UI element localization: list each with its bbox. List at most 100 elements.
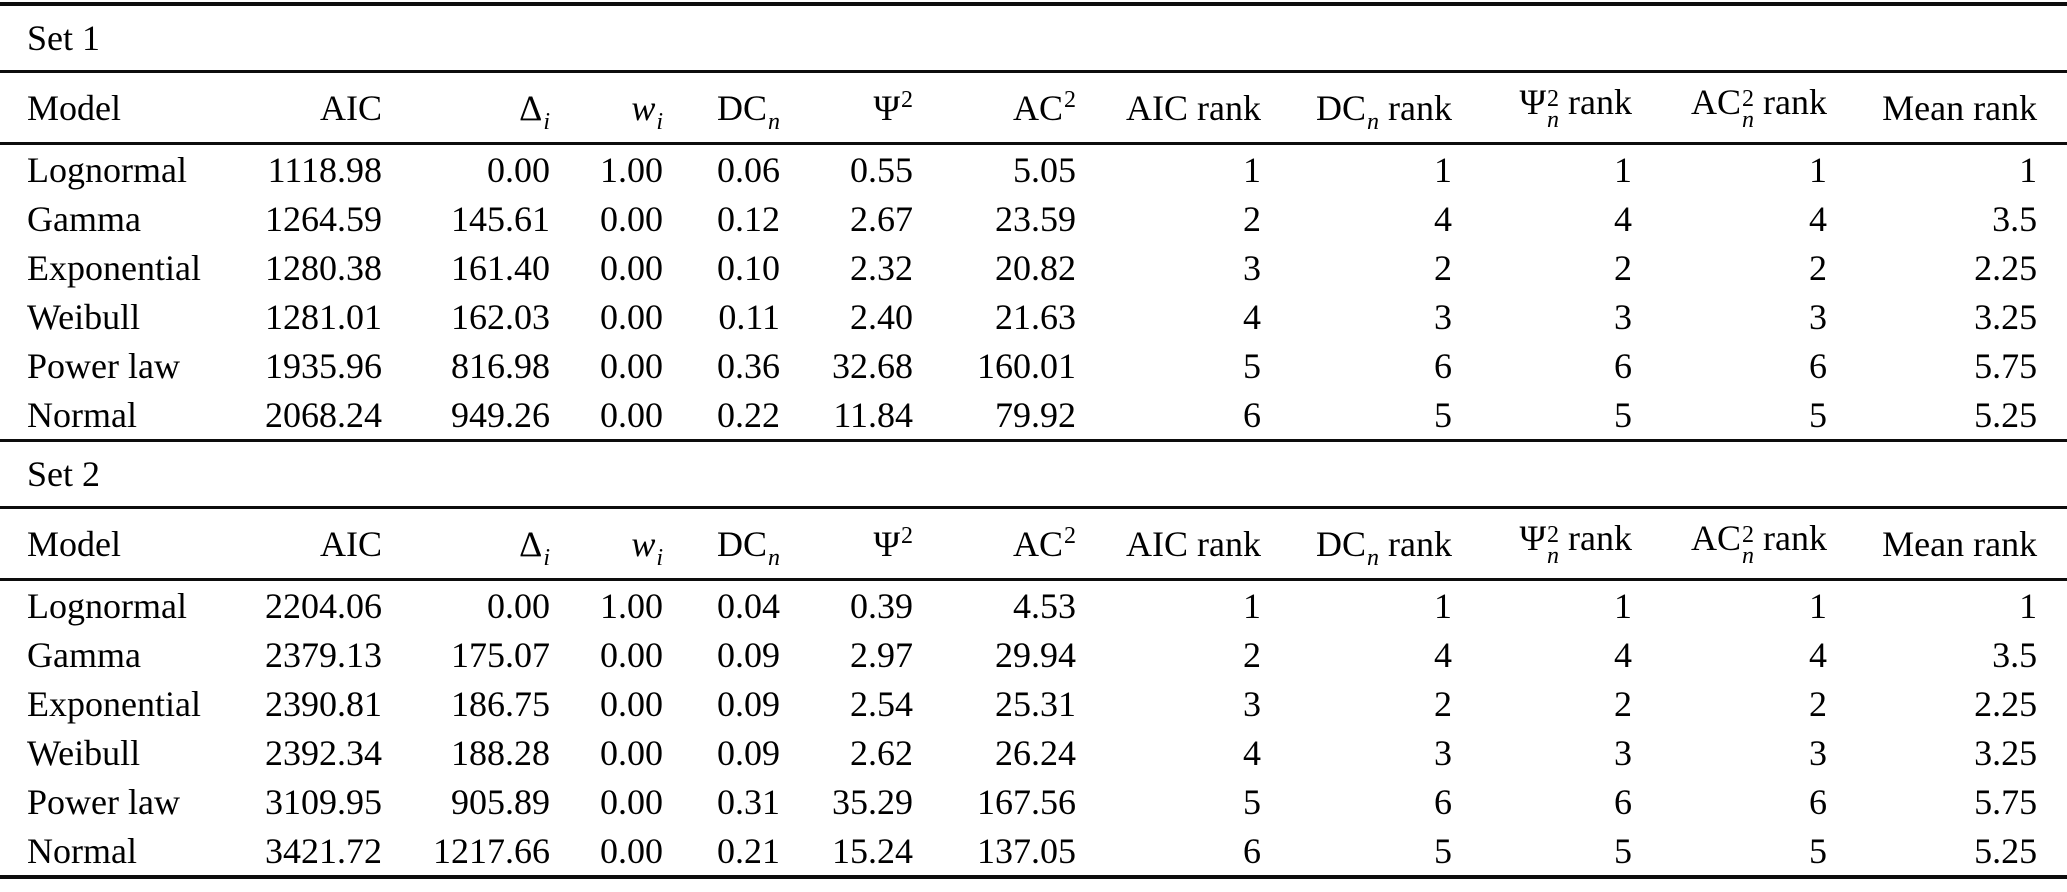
section-label: Set 1 [0,4,2067,73]
model-name-cell: Power law [27,781,180,822]
header-row: Model AIC Δi wi DCn Ψ2 AC2 AIC rank DCn rank Ψ 2 n … [0,71,2067,145]
value-cell-psi2: 2.54 [850,683,913,724]
value-cell-aic: 3109.95 [265,781,382,822]
header-symbol: Ψ [1519,82,1547,122]
value-cell-delta-i: 0.00 [487,585,550,626]
value-cell-w-i: 0.00 [600,296,663,337]
header-symbol: Δ [519,523,543,564]
value-cell-mean-rank: 5.25 [1827,390,2067,442]
value-cell-delta-i: 188.28 [451,732,550,773]
table-row: Lognormal 2204.06 0.00 1.00 0.04 0.39 4.53 1 1 1 1… [0,580,2067,631]
value-cell-aic-rank: 2 [1243,634,1261,675]
value-cell-mean-rank: 3.5 [1992,634,2038,675]
value-cell-w-i: 0.00 [600,830,663,871]
value-cell-psi2: 0.55 [850,149,913,190]
value-cell-dc-n-rank: 6 [1434,781,1452,822]
table-row: Power law 1935.96 816.98 0.00 0.36 32.68 160.0… [0,341,2067,390]
header-text: rank [1379,87,1452,128]
column-header-aic: AIC [230,507,382,581]
model-name-cell: Exponential [27,247,201,288]
value-cell-ac2: 160.01 [977,345,1076,386]
model-name-cell: Lognormal [27,149,187,190]
value-cell-aic: 1281.01 [265,296,382,337]
value-cell-dc-n-rank: 2 [1434,683,1452,724]
value-cell-dc-n-rank: 1 [1434,149,1452,190]
value-cell-dc-n-rank: 5 [1434,830,1452,871]
value-cell-psi2: 2.67 [850,198,913,239]
value-cell-dc-n: 0.22 [663,390,780,442]
value-cell-w-i: 0.00 [550,390,663,442]
value-cell-ac2-n-rank: 6 [1809,781,1827,822]
value-cell-delta-i: 175.07 [451,634,550,675]
column-header-delta-i: Δi [382,71,550,145]
header-symbol: w [631,523,656,564]
value-cell-aic: 1280.38 [265,247,382,288]
value-cell-delta-i: 162.03 [451,296,550,337]
header-superscript: 2 [901,522,913,549]
value-cell-w-i: 0.00 [600,732,663,773]
table-row: Exponential 1280.38 161.40 0.00 0.10 2.32 20.8… [0,243,2067,292]
value-cell-aic: 2390.81 [265,683,382,724]
value-cell-w-i: 0.00 [600,345,663,386]
value-cell-psi2-n-rank: 5 [1614,830,1632,871]
table-row: Weibull 2392.34 188.28 0.00 0.09 2.62 26.24 4 3 3… [0,728,2067,777]
value-cell-psi2-n-rank: 2 [1614,247,1632,288]
header-text: Model [27,87,121,128]
value-cell-mean-rank: 3.25 [1974,732,2038,773]
table-row: Weibull 1281.01 162.03 0.00 0.11 2.40 21.63 4 3 3… [0,292,2067,341]
value-cell-dc-n: 0.11 [718,296,780,337]
model-name-cell: Gamma [27,634,141,675]
header-superscript: 2 [1547,86,1560,112]
column-header-aic-rank: AIC rank [1076,507,1261,581]
value-cell-delta-i: 161.40 [451,247,550,288]
value-cell-delta-i: 1217.66 [433,830,550,871]
model-name-cell: Lognormal [27,585,187,626]
value-cell-w-i: 0.00 [600,247,663,288]
value-cell-delta-i: 186.75 [451,683,550,724]
value-cell-aic-rank: 4 [1243,732,1261,773]
value-cell-psi2: 0.39 [850,585,913,626]
value-cell-mean-rank: 5.75 [1974,345,2038,386]
header-symbol: DC [1316,523,1367,564]
header-symbol: Ψ [1519,518,1547,558]
model-name-cell: Weibull [27,296,141,337]
value-cell-ac2-n-rank: 6 [1809,345,1827,386]
column-header-mean-rank: Mean rank [1827,507,2067,581]
value-cell-dc-n-rank: 5 [1261,390,1452,442]
header-symbol: Ψ [873,523,900,564]
value-cell-ac2-n-rank: 4 [1809,198,1827,239]
header-row: Model AIC Δi wi DCn Ψ2 AC2 AIC rank DCn rank Ψ 2 n … [0,507,2067,581]
value-cell-dc-n: 0.09 [717,732,780,773]
value-cell-aic: 1118.98 [267,149,382,190]
header-subscript: n [768,544,780,571]
value-cell-dc-n: 0.06 [717,149,780,190]
value-cell-delta-i: 0.00 [487,149,550,190]
header-symbol: Δ [519,87,543,128]
value-cell-dc-n-rank: 4 [1434,198,1452,239]
value-cell-psi2-n-rank: 4 [1614,634,1632,675]
value-cell-dc-n: 0.31 [717,781,780,822]
column-header-aic-rank: AIC rank [1076,71,1261,145]
value-cell-w-i: 0.00 [600,683,663,724]
value-cell-dc-n: 0.36 [717,345,780,386]
value-cell-aic-rank: 4 [1243,296,1261,337]
column-header-dc-n: DCn [663,71,780,145]
header-text: Mean rank [1882,87,2038,128]
value-cell-ac2: 5.05 [1013,149,1076,190]
value-cell-aic: 1935.96 [265,345,382,386]
value-cell-ac2-n-rank: 3 [1809,732,1827,773]
header-superscript: 2 [1547,522,1560,548]
table-row: Exponential 2390.81 186.75 0.00 0.09 2.54 25.3… [0,679,2067,728]
value-cell-psi2-n-rank: 6 [1614,781,1632,822]
value-cell-aic-rank: 3 [1243,247,1261,288]
value-cell-dc-n: 0.09 [717,634,780,675]
value-cell-dc-n: 0.12 [717,198,780,239]
value-cell-delta-i: 145.61 [451,198,550,239]
value-cell-aic: 2392.34 [265,732,382,773]
column-header-ac2-n-rank: AC 2 n rank [1632,71,1827,145]
value-cell-psi2: 2.40 [850,296,913,337]
table-body: Set 1 Model AIC Δi wi DCn Ψ2 AC2 AIC rank DCn ran… [0,4,2067,877]
value-cell-mean-rank: 5.25 [1974,830,2038,871]
value-cell-aic-rank: 6 [1243,830,1261,871]
